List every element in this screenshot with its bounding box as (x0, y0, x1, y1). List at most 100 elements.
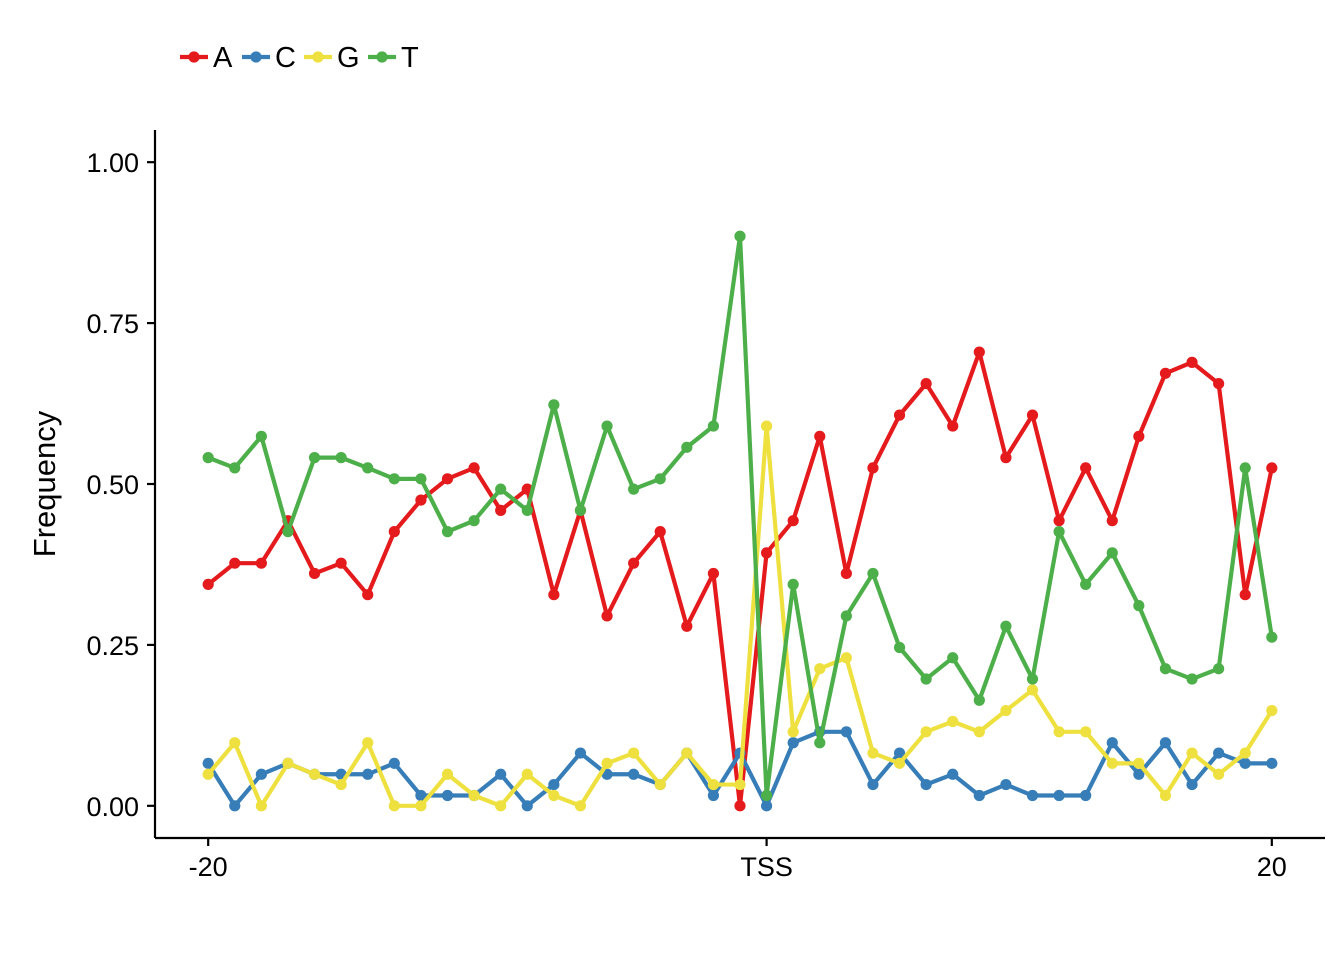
legend-item-T: T (368, 42, 419, 74)
legend-label: C (275, 42, 296, 74)
data-point-T (840, 610, 852, 622)
data-point-T (920, 673, 932, 685)
data-point-T (1026, 673, 1039, 685)
data-point-A (840, 567, 852, 580)
data-point-A (1106, 515, 1118, 527)
series-G (202, 420, 1278, 812)
data-point-G (388, 800, 400, 812)
data-point-A (973, 346, 985, 358)
data-point-T (707, 420, 720, 432)
data-point-T (1053, 526, 1065, 538)
data-point-C (229, 800, 241, 812)
plot-series (202, 230, 1278, 812)
data-point-C (1133, 768, 1145, 780)
data-point-A (468, 462, 480, 474)
y-axis-title: Frequency (27, 410, 62, 557)
data-point-A (1053, 515, 1065, 527)
data-point-T (521, 504, 533, 516)
data-point-A (441, 473, 454, 485)
data-point-A (734, 800, 746, 812)
data-point-G (308, 768, 321, 780)
data-point-C (1000, 778, 1012, 791)
data-point-G (335, 778, 347, 791)
data-point-T (308, 452, 321, 464)
legend-item-A: A (180, 42, 233, 74)
data-point-A (1239, 589, 1251, 601)
data-point-A (920, 377, 932, 390)
data-point-G (920, 726, 932, 738)
y-tick-label: 0.50 (86, 470, 139, 500)
data-point-C (1213, 747, 1225, 759)
data-point-T (388, 473, 400, 485)
data-point-G (202, 768, 214, 780)
data-point-A (628, 557, 640, 569)
legend-label: A (213, 42, 233, 74)
data-point-T (574, 504, 587, 516)
data-point-C (707, 789, 720, 802)
data-point-G (787, 726, 799, 738)
data-point-T (1133, 600, 1145, 612)
data-point-T (1000, 620, 1012, 632)
data-point-C (973, 789, 985, 802)
data-point-A (867, 462, 879, 474)
data-point-T (548, 399, 560, 411)
data-point-C (388, 757, 400, 769)
data-point-G (495, 800, 507, 812)
data-point-G (1106, 757, 1118, 769)
data-point-A (335, 557, 347, 569)
data-point-T (814, 737, 826, 749)
data-point-G (521, 768, 533, 780)
x-tick-label: -20 (189, 852, 228, 882)
x-tick-label: 20 (1257, 852, 1287, 882)
data-point-T (1239, 462, 1251, 474)
data-point-A (415, 494, 427, 506)
data-point-G (441, 768, 454, 780)
data-point-C (362, 768, 374, 780)
data-point-T (1106, 547, 1118, 559)
legend-key-point (250, 51, 262, 63)
data-point-G (867, 747, 879, 759)
x-tick-label: TSS (740, 852, 793, 882)
data-point-A (1159, 367, 1172, 379)
data-point-T (760, 789, 773, 802)
data-point-A (601, 610, 613, 622)
data-point-T (734, 230, 746, 242)
data-point-A (893, 409, 906, 421)
data-point-C (1159, 737, 1172, 749)
data-point-A (229, 557, 241, 569)
data-point-A (787, 515, 799, 527)
data-point-G (548, 789, 560, 802)
data-point-T (468, 515, 480, 527)
legend-label: G (337, 42, 360, 74)
data-point-G (760, 420, 773, 432)
y-tick-label: 0.75 (86, 309, 139, 339)
data-point-T (362, 462, 374, 474)
x-axis-ticks: -20 TSS 20 (189, 838, 1287, 882)
data-point-T (1159, 663, 1172, 675)
data-point-G (255, 800, 267, 812)
data-point-C (202, 757, 214, 769)
data-point-C (893, 747, 906, 759)
data-point-T (229, 462, 241, 474)
y-axis-ticks: 0.00 0.25 0.50 0.75 1.00 (86, 148, 155, 822)
data-point-T (893, 641, 906, 654)
data-point-C (441, 789, 454, 802)
data-point-A (947, 420, 959, 432)
data-point-T (335, 452, 347, 464)
data-point-G (707, 778, 720, 791)
data-point-T (654, 473, 666, 485)
legend-label: T (401, 42, 419, 74)
data-point-G (840, 652, 852, 664)
data-point-C (495, 768, 507, 780)
data-point-A (202, 578, 214, 591)
data-point-T (867, 567, 879, 580)
data-point-G (468, 789, 480, 802)
data-point-G (814, 663, 826, 675)
data-point-C (548, 778, 560, 791)
data-point-C (840, 726, 852, 738)
data-point-T (628, 483, 640, 495)
data-point-C (947, 768, 959, 780)
data-point-A (681, 620, 693, 632)
